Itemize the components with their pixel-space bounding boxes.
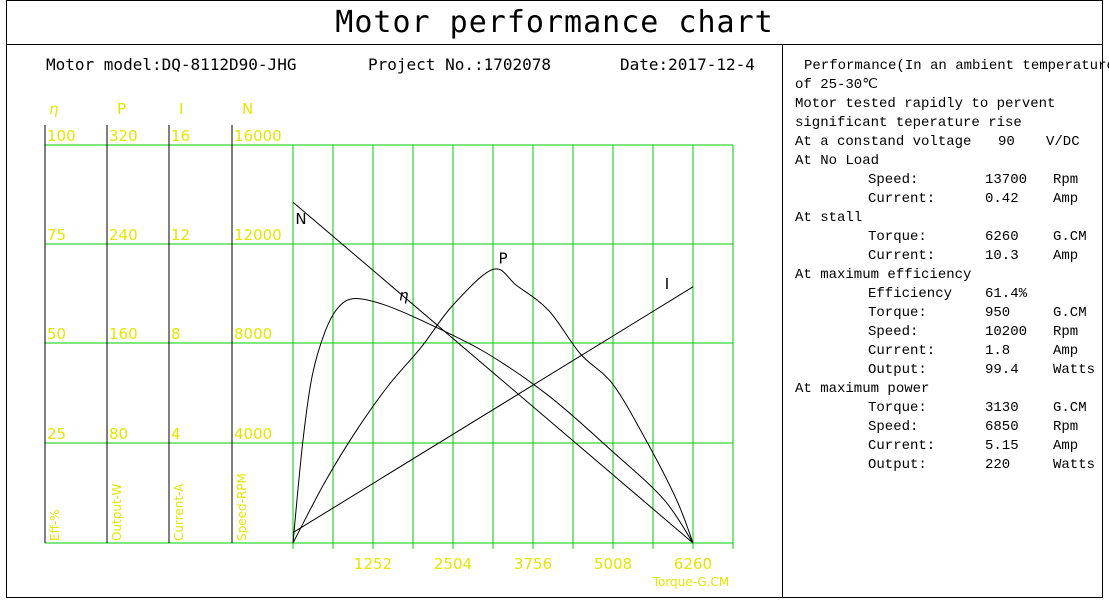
metric-value: 10200 [985,324,1028,340]
voltage-unit: V/DC [1046,134,1080,150]
metric-unit: Amp [1053,343,1079,359]
scale-tick-label: 16 [171,127,190,145]
metric-label: Torque: [868,229,927,245]
motor-model: Motor model:DQ-8112D90-JHG [46,55,297,74]
section-heading: At No Load [795,153,880,169]
scale-tick-label: 4000 [234,425,272,443]
metric-value: 5.15 [985,438,1019,454]
metric-unit: Amp [1053,191,1079,207]
scale-tick-label: 16000 [234,127,282,145]
metric-unit: Rpm [1053,172,1079,188]
scale-tick-label: 75 [47,226,66,244]
scale-tick-label: 12000 [234,226,282,244]
perf-intro-line: of 25-30℃ [795,77,878,93]
scale-tick-label: 240 [109,226,138,244]
metric-value: 99.4 [985,362,1019,378]
metric-value: 10.3 [985,248,1019,264]
scale-symbol-3: N [242,100,253,118]
metric-unit: Amp [1053,438,1079,454]
metric-unit: Watts [1053,362,1096,378]
scale-tick-label: 8 [171,325,181,343]
metric-label: Efficiency [868,286,953,302]
test-date: Date:2017-12-4 [620,55,755,74]
scale-tick-label: 320 [109,127,138,145]
metric-label: Speed: [868,172,919,188]
voltage-value: 90 [998,134,1015,150]
metric-value: 6850 [985,419,1019,435]
metric-unit: Amp [1053,248,1079,264]
scale-tick-label: 50 [47,325,66,343]
page-title: Motor performance chart [335,4,774,40]
scale-axis-title: Current-A [172,483,186,541]
metric-value: 950 [985,305,1011,321]
section-heading: At stall [795,210,863,226]
metric-label: Torque: [868,305,927,321]
metric-value: 3130 [985,400,1019,416]
series-line-P [292,268,694,544]
metric-label: Current: [868,191,936,207]
metric-label: Speed: [868,419,919,435]
scale-tick-label: 160 [109,325,138,343]
metric-value: 1.8 [985,343,1011,359]
perf-intro-line: Motor tested rapidly to pervent [795,96,1056,112]
x-tick-label: 2504 [434,555,472,573]
perf-intro-line: significant teperature rise [795,115,1022,131]
metric-label: Speed: [868,324,919,340]
scale-tick-label: 4 [171,425,181,443]
scale-axis-title: Eff-% [48,509,62,541]
metric-unit: Watts [1053,457,1096,473]
metric-value: 6260 [985,229,1019,245]
metric-unit: G.CM [1053,229,1087,245]
metric-label: Output: [868,362,927,378]
metric-value: 0.42 [985,191,1019,207]
voltage-label: At a constand voltage [795,134,972,150]
series-label: P [498,249,507,267]
metric-value: 13700 [985,172,1028,188]
section-heading: At maximum efficiency [795,267,972,283]
series-line-N [292,201,694,544]
x-tick-label: 3756 [514,555,552,573]
metric-unit: G.CM [1053,305,1087,321]
metric-label: Current: [868,343,936,359]
x-tick-label: 5008 [594,555,632,573]
scale-symbol-0: η [49,100,59,118]
metric-label: Current: [868,438,936,454]
scale-tick-label: 80 [109,425,128,443]
scale-symbol-1: P [117,100,126,118]
metric-label: Torque: [868,400,927,416]
scale-tick-label: 100 [47,127,76,145]
metric-unit: Rpm [1053,324,1079,340]
x-axis-title: Torque-G.CM [652,575,730,589]
scale-tick-label: 12 [171,226,190,244]
x-tick-label: 1252 [354,555,392,573]
project-number: Project No.:1702078 [368,55,552,74]
metric-label: Current: [868,248,936,264]
series-line-I [292,286,694,534]
scale-axis-title: Output-W [110,483,124,541]
series-line-η [292,298,694,544]
metric-label: Output: [868,457,927,473]
scale-axis-title: Speed-RPM [235,473,249,541]
metric-unit: Rpm [1053,419,1079,435]
x-tick-label: 6260 [674,555,712,573]
series-label: I [665,275,669,293]
metric-value: 220 [985,457,1011,473]
series-label: N [295,210,306,228]
metric-value: 61.4% [985,286,1028,302]
perf-intro-line: Performance(In an ambient temperature [804,58,1109,74]
scale-symbol-2: I [179,100,183,118]
section-heading: At maximum power [795,381,930,397]
metric-unit: G.CM [1053,400,1087,416]
scale-tick-label: 25 [47,425,66,443]
series-label: η [399,287,409,305]
outer-border [6,0,1103,598]
scale-tick-label: 8000 [234,325,272,343]
plot-area: η 100 75 50 25 Eff-% P 320 240 160 80 Output-W I 16 12… [44,100,734,589]
